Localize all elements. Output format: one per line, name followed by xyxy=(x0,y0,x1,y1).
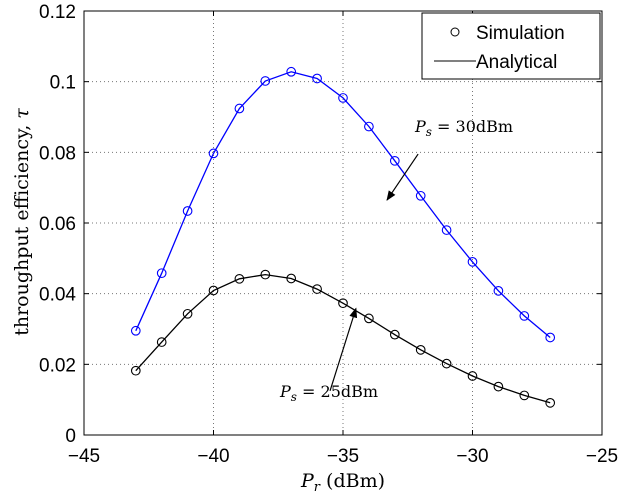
analytical-line-ps25 xyxy=(135,273,551,404)
legend-box xyxy=(421,12,601,80)
annotation-arrow xyxy=(386,153,419,201)
annotation-arrow xyxy=(329,307,358,392)
simulation-point-ps25 xyxy=(415,344,426,355)
simulation-point-ps25 xyxy=(519,390,530,401)
tick-labels: −45 −40 −35 −30 −25 0 0.02 0.04 0.06 0.08 0.1 0.12 xyxy=(39,2,618,467)
simulation-point-ps30 xyxy=(260,76,271,86)
y-tick-label: 0.12 xyxy=(39,2,76,23)
simulation-point-ps30 xyxy=(441,225,452,235)
simulation-point-ps30 xyxy=(415,190,426,201)
annotation-ps30: Ps = 30dBm xyxy=(414,117,513,139)
simulation-point-ps30 xyxy=(493,285,504,296)
simulation-point-ps30 xyxy=(286,66,297,77)
simulation-point-ps25 xyxy=(260,269,271,280)
simulation-point-ps30 xyxy=(519,311,530,321)
simulation-point-ps30 xyxy=(130,325,141,336)
x-tick-label: −35 xyxy=(327,446,359,467)
series-ps25 xyxy=(130,269,556,408)
legend-simulation-marker xyxy=(450,27,460,37)
y-tick-label: 0.06 xyxy=(39,214,76,235)
simulation-point-ps30 xyxy=(156,268,167,279)
simulation-point-ps30 xyxy=(467,257,478,267)
simulation-point-ps25 xyxy=(364,313,374,324)
simulation-point-ps30 xyxy=(545,332,556,343)
simulation-point-ps25 xyxy=(156,337,167,347)
y-tick-label: 0.02 xyxy=(39,355,76,376)
legend: Simulation Analytical xyxy=(421,12,601,80)
y-tick-label: 0.08 xyxy=(39,143,76,164)
simulation-point-ps25 xyxy=(312,284,322,294)
annotations: Ps = 30dBm Ps = 25dBm xyxy=(279,117,513,404)
simulation-point-ps25 xyxy=(389,329,400,340)
simulation-point-ps30 xyxy=(208,148,219,159)
simulation-point-ps25 xyxy=(286,273,297,284)
analytical-line-ps30 xyxy=(135,71,551,338)
x-tick-label: −45 xyxy=(68,446,100,467)
annotation-ps25: Ps = 25dBm xyxy=(279,382,378,404)
x-tick-label: −30 xyxy=(456,446,488,467)
y-tick-label: 0.1 xyxy=(50,73,76,94)
simulation-point-ps25 xyxy=(208,285,219,296)
simulation-point-ps25 xyxy=(493,381,504,392)
simulation-point-ps25 xyxy=(545,397,556,408)
simulation-point-ps25 xyxy=(234,273,245,284)
series-layer xyxy=(130,66,556,408)
plot-frame xyxy=(83,10,603,436)
x-axis-label: Pr (dBm) xyxy=(300,470,385,495)
grid xyxy=(84,11,602,435)
x-tick-label: −25 xyxy=(586,446,618,467)
x-tick-label: −40 xyxy=(197,446,229,467)
legend-analytical-label: Analytical xyxy=(476,52,557,73)
simulation-point-ps30 xyxy=(234,103,245,114)
series-ps30 xyxy=(130,66,556,343)
y-tick-label: 0 xyxy=(65,426,76,447)
simulation-point-ps25 xyxy=(338,298,348,309)
simulation-point-ps30 xyxy=(312,73,322,84)
simulation-point-ps30 xyxy=(389,155,400,166)
simulation-point-ps30 xyxy=(182,206,193,216)
simulation-point-ps30 xyxy=(364,121,374,132)
simulation-point-ps25 xyxy=(467,371,478,381)
simulation-point-ps30 xyxy=(338,93,348,103)
legend-simulation-label: Simulation xyxy=(476,23,565,44)
y-axis-label: throughput efficiency, τ xyxy=(11,108,33,336)
simulation-point-ps25 xyxy=(182,308,193,319)
simulation-point-ps25 xyxy=(441,358,452,369)
y-tick-label: 0.04 xyxy=(39,285,76,306)
simulation-point-ps25 xyxy=(130,365,141,376)
